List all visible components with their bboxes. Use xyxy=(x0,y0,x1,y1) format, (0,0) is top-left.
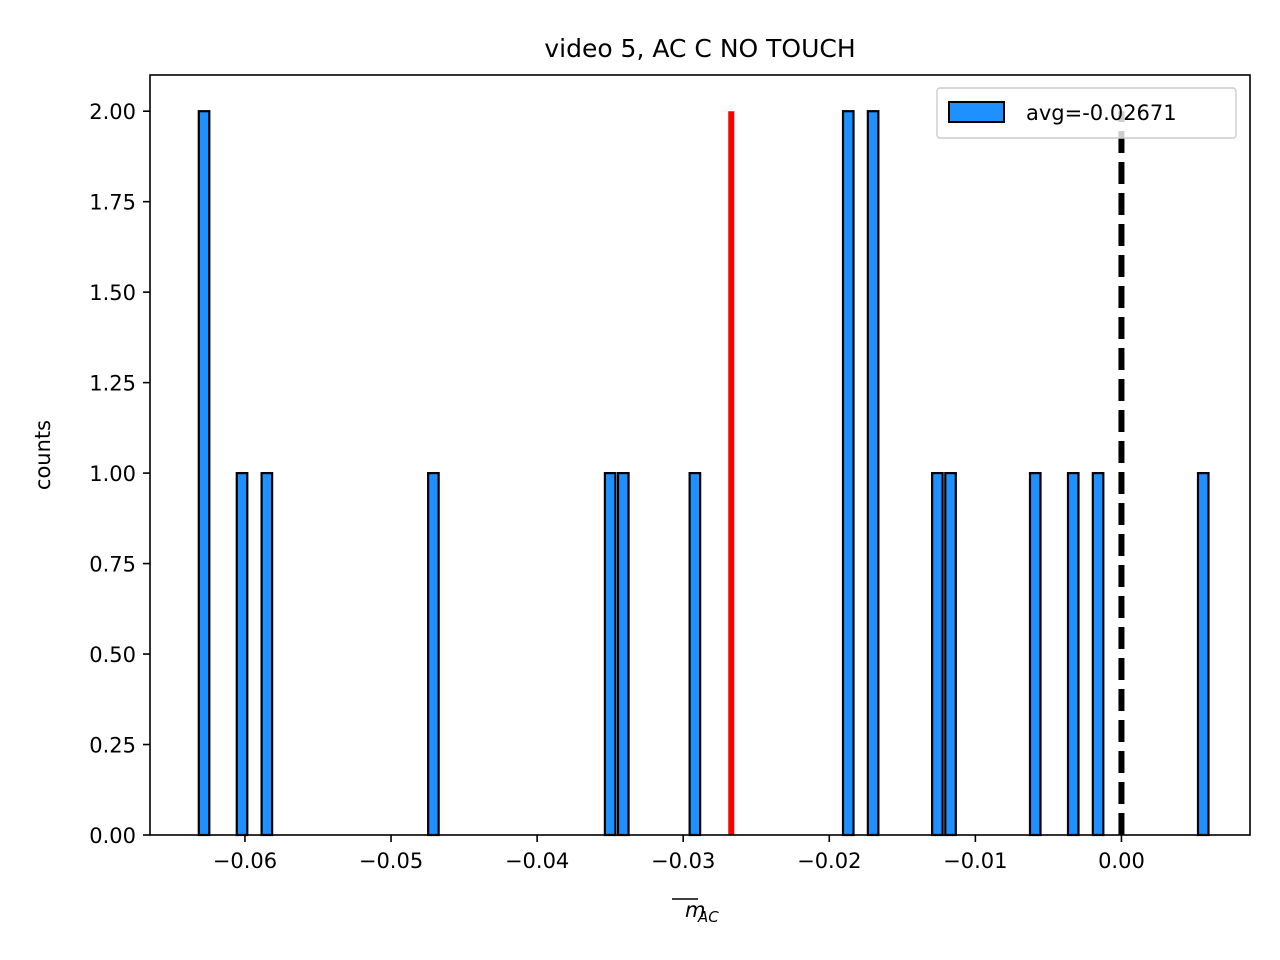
y-tick-label-6: 1.50 xyxy=(89,281,136,305)
x-tick-label-5: −0.01 xyxy=(943,849,1007,873)
histogram-bar-5 xyxy=(616,471,630,837)
y-axis-label: counts xyxy=(31,420,55,490)
reference-lines xyxy=(728,111,1125,835)
histogram-bar-9 xyxy=(931,471,944,837)
y-tick-label-1: 0.25 xyxy=(89,734,136,758)
y-tick-label-4: 1.00 xyxy=(89,462,136,486)
y-tick-label-8: 2.00 xyxy=(89,100,136,124)
histogram-bar-1 xyxy=(235,471,249,837)
legend-label: avg=-0.02671 xyxy=(1026,101,1177,125)
legend: avg=-0.02671 xyxy=(936,87,1237,139)
histogram-bar-11 xyxy=(1028,471,1042,837)
x-tick-label-4: −0.02 xyxy=(797,849,861,873)
plot-frame xyxy=(149,74,1251,836)
histogram-bar-7 xyxy=(841,110,855,837)
histogram-bar-6 xyxy=(688,471,702,837)
x-axis-label-base: m xyxy=(685,898,705,922)
histogram-bar-4 xyxy=(603,471,617,837)
x-tick-label-3: −0.03 xyxy=(651,849,715,873)
y-tick-label-2: 0.50 xyxy=(89,643,136,667)
x-tick-label-0: −0.06 xyxy=(213,849,277,873)
x-tick-label-2: −0.04 xyxy=(505,849,569,873)
histogram-bar-2 xyxy=(260,471,274,837)
histogram-bars xyxy=(197,110,1210,837)
x-axis-ticks: −0.06 −0.05 −0.04 −0.03 −0.02 −0.01 0.00 xyxy=(213,835,1145,873)
y-tick-label-7: 1.75 xyxy=(89,191,136,215)
y-axis-ticks: 0.00 0.25 0.50 0.75 1.00 1.25 1.50 1.75 2.00 xyxy=(89,100,150,848)
x-tick-label-1: −0.05 xyxy=(359,849,423,873)
y-tick-label-3: 0.75 xyxy=(89,553,136,577)
histogram-bar-13 xyxy=(1091,471,1105,837)
y-tick-label-0: 0.00 xyxy=(89,824,136,848)
x-tick-label-6: 0.00 xyxy=(1098,849,1145,873)
x-axis-label: m AC xyxy=(672,898,719,926)
histogram-bar-0 xyxy=(197,110,211,837)
histogram-bar-10 xyxy=(944,471,957,837)
y-tick-label-5: 1.25 xyxy=(89,372,136,396)
histogram-bar-14 xyxy=(1196,471,1210,837)
legend-swatch xyxy=(948,101,1005,123)
histogram-bar-12 xyxy=(1066,471,1080,837)
chart-title: video 5, AC C NO TOUCH xyxy=(544,34,855,63)
legend-box xyxy=(936,87,1237,139)
histogram-bar-8 xyxy=(866,110,880,837)
histogram-bar-3 xyxy=(427,471,440,837)
x-axis-label-subscript: AC xyxy=(697,908,719,926)
